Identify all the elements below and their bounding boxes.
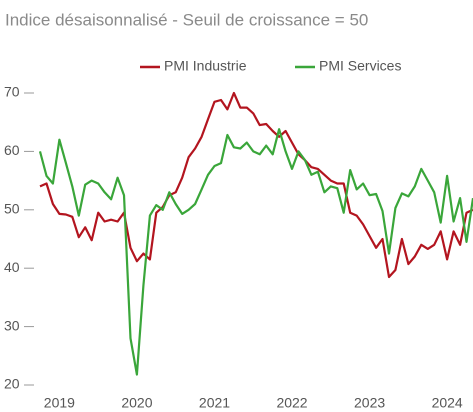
series-line — [38, 128, 473, 376]
y-tick-label: 30 — [4, 317, 20, 333]
x-tick-label: 2022 — [276, 395, 307, 411]
y-tick-label: 60 — [4, 142, 20, 158]
chart-title: Indice désaisonnalisé - Seuil de croissa… — [5, 10, 368, 29]
legend-label: PMI Industrie — [164, 58, 247, 74]
x-tick-label: 2019 — [44, 395, 75, 411]
y-tick-label: 50 — [4, 201, 20, 217]
x-tick-label: 2024 — [432, 395, 463, 411]
y-tick-label: 20 — [4, 376, 20, 392]
legend-label: PMI Services — [319, 58, 401, 74]
y-tick-label: 70 — [4, 84, 20, 100]
x-tick-label: 2020 — [121, 395, 152, 411]
x-tick-label: 2021 — [199, 395, 230, 411]
y-tick-label: 40 — [4, 259, 20, 275]
x-tick-label: 2023 — [354, 395, 385, 411]
series-line — [39, 91, 473, 279]
